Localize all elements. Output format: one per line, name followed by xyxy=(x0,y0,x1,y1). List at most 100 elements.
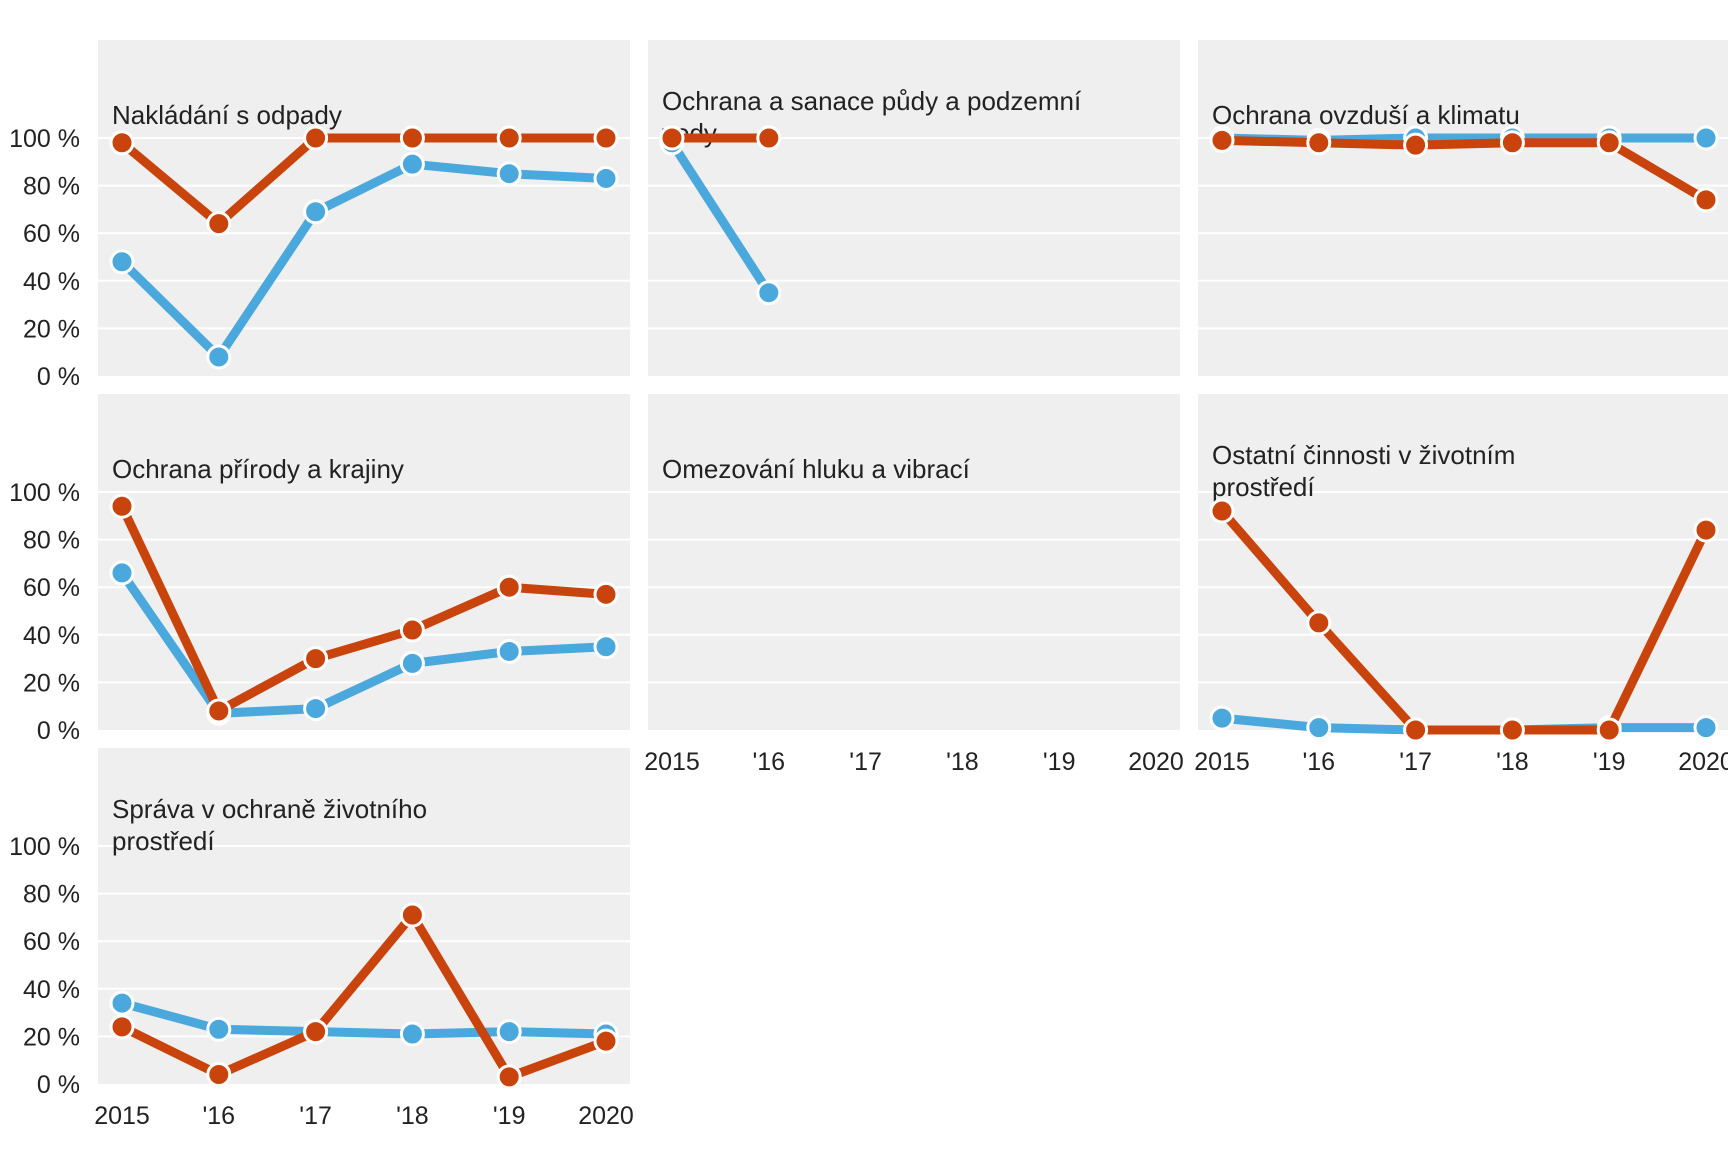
series-line-1 xyxy=(109,560,619,726)
data-point xyxy=(1499,717,1525,743)
data-point xyxy=(496,161,522,187)
data-point xyxy=(1403,132,1429,158)
data-point xyxy=(593,165,619,191)
data-point xyxy=(1693,715,1719,741)
y-tick-label: 100 % xyxy=(9,479,80,507)
y-tick-label: 60 % xyxy=(23,574,80,602)
data-point xyxy=(496,1019,522,1045)
data-point xyxy=(1596,130,1622,156)
x-tick-label: '16 xyxy=(753,748,786,776)
data-point xyxy=(496,638,522,664)
x-tick-label: '17 xyxy=(849,748,882,776)
y-tick-label: 60 % xyxy=(23,220,80,248)
data-point xyxy=(399,151,425,177)
panel-title: prostředí xyxy=(1212,472,1315,502)
series-path xyxy=(117,568,611,718)
data-point xyxy=(1693,125,1719,151)
y-tick-label: 100 % xyxy=(9,125,80,153)
data-point xyxy=(399,617,425,643)
y-tick-label: 20 % xyxy=(23,1023,80,1051)
series-path xyxy=(117,159,611,362)
panel-background xyxy=(648,40,1180,376)
x-tick-label: '19 xyxy=(1593,748,1626,776)
y-tick-label: 20 % xyxy=(23,669,80,697)
y-tick-label: 20 % xyxy=(23,315,80,343)
data-point xyxy=(303,125,329,151)
x-tick-label: 2020 xyxy=(1678,748,1728,776)
series-line-2 xyxy=(109,493,619,724)
series-line-2 xyxy=(109,902,619,1090)
series-path xyxy=(117,501,611,716)
data-point xyxy=(109,560,135,586)
y-tick-label: 100 % xyxy=(9,833,80,861)
series-line-2 xyxy=(1209,127,1719,213)
series-line-2 xyxy=(1209,498,1719,743)
data-point xyxy=(1306,130,1332,156)
x-tick-label: 2020 xyxy=(1128,748,1184,776)
data-point xyxy=(109,249,135,275)
y-tick-label: 80 % xyxy=(23,173,80,201)
data-point xyxy=(496,574,522,600)
data-point xyxy=(1499,130,1525,156)
data-point xyxy=(109,493,135,519)
panel-title: Ochrana ovzduší a klimatu xyxy=(1212,100,1520,130)
data-point xyxy=(1306,610,1332,636)
series-path xyxy=(1217,506,1711,735)
data-point xyxy=(109,990,135,1016)
data-point xyxy=(659,125,685,151)
series-path xyxy=(667,138,774,298)
data-point xyxy=(303,696,329,722)
data-point xyxy=(303,646,329,672)
x-tick-label: '18 xyxy=(396,1102,429,1130)
data-point xyxy=(1209,705,1235,731)
x-tick-label: '17 xyxy=(299,1102,332,1130)
panel-title: prostředí xyxy=(112,826,215,856)
panel-3: Ochrana ovzduší a klimatu xyxy=(1198,40,1728,376)
data-point xyxy=(206,1016,232,1042)
series-line-2 xyxy=(109,125,619,237)
panel-background xyxy=(1198,40,1728,376)
data-point xyxy=(593,125,619,151)
data-point xyxy=(496,125,522,151)
x-tick-label: '17 xyxy=(1399,748,1432,776)
panel-background xyxy=(98,394,630,730)
data-point xyxy=(206,698,232,724)
data-point xyxy=(399,1021,425,1047)
data-point xyxy=(756,280,782,306)
series-line-2 xyxy=(659,125,782,151)
data-point xyxy=(206,211,232,237)
data-point xyxy=(303,199,329,225)
y-tick-label: 80 % xyxy=(23,881,80,909)
panel-title: Ochrana přírody a krajiny xyxy=(112,454,404,484)
panel-background xyxy=(648,394,1180,730)
data-point xyxy=(1306,715,1332,741)
panel-4: Ochrana přírody a krajiny 0 % 20 % 40 % 60 %… xyxy=(9,394,630,745)
y-tick-label: 60 % xyxy=(23,928,80,956)
panel-title: Správa v ochraně životního xyxy=(112,794,427,824)
x-tick-label: '16 xyxy=(1303,748,1336,776)
series-path xyxy=(117,910,611,1082)
panel-title: Ochrana a sanace půdy a podzemní xyxy=(662,86,1082,116)
x-tick-label: '19 xyxy=(1043,748,1076,776)
panel-1: Nakládání s odpady 0 % 20 % 40 % 60 % 80 % 100… xyxy=(9,40,630,391)
data-point xyxy=(496,1064,522,1090)
panel-title: Omezování hluku a vibrací xyxy=(662,454,971,484)
panel-background xyxy=(98,40,630,376)
data-point xyxy=(1693,517,1719,543)
data-point xyxy=(593,634,619,660)
series-line-1 xyxy=(109,151,619,370)
x-tick-label: '16 xyxy=(203,1102,236,1130)
y-tick-label: 0 % xyxy=(37,1071,80,1099)
x-tick-label: 2015 xyxy=(94,1102,150,1130)
data-point xyxy=(399,650,425,676)
data-point xyxy=(593,581,619,607)
data-point xyxy=(1209,127,1235,153)
series-path xyxy=(117,998,611,1039)
data-point xyxy=(1693,187,1719,213)
y-tick-label: 40 % xyxy=(23,622,80,650)
y-tick-label: 0 % xyxy=(37,717,80,745)
